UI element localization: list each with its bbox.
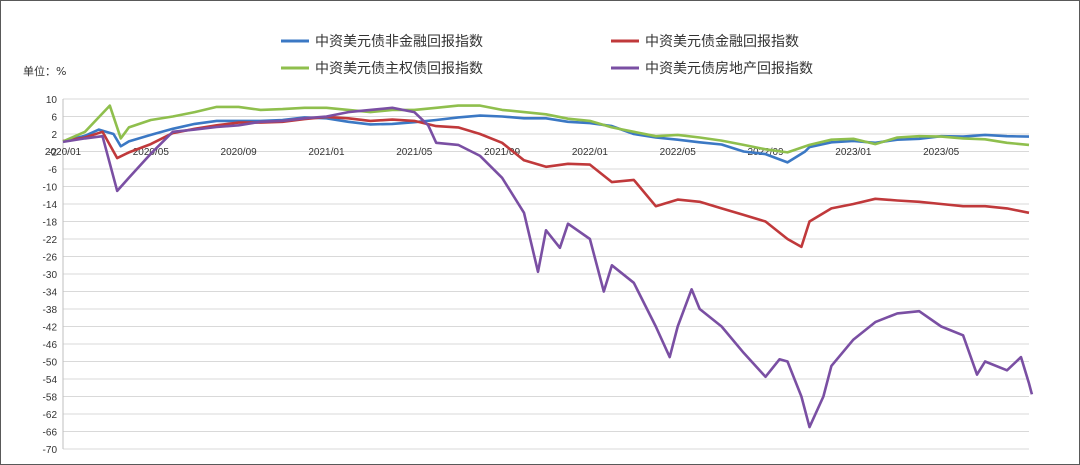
y-tick-label: -58 (43, 393, 58, 404)
y-tick-label: -26 (43, 253, 58, 264)
series-lines (62, 104, 1034, 429)
legend-item-sovereign: 中资美元债主权债回报指数 (281, 61, 483, 77)
series-line-3 (62, 106, 1034, 429)
x-tick-label: 2021/09 (484, 147, 521, 158)
x-tick-label: 2023/05 (923, 147, 960, 158)
y-tick-label: -70 (43, 445, 58, 456)
series-line-2 (62, 104, 1030, 154)
legend-label-realestate: 中资美元债房地产回报指数 (645, 61, 813, 77)
y-tick-label: 10 (46, 95, 58, 106)
x-tick-label: 2022/09 (747, 147, 784, 158)
x-tick-label: 2022/05 (660, 147, 697, 158)
y-tick-label: 6 (51, 113, 57, 124)
y-tick-label: -10 (43, 183, 58, 194)
x-axis-ticks: 2020/01 2020/05 2020/09 2021/01 2021/05 2021/… (45, 147, 960, 158)
series-line-1 (62, 115, 1030, 249)
x-tick-label: 2022/01 (572, 147, 609, 158)
series-line-0 (62, 114, 1030, 164)
y-tick-label: -46 (43, 340, 58, 351)
legend-label-nonfinancial: 中资美元债非金融回报指数 (315, 34, 483, 50)
y-tick-label: -50 (43, 358, 58, 369)
y-axis-ticks: 10 6 2 -2 -6 -10 -14 -18 -22 -26 -30 -34 -38 -42 -46 -5… (43, 95, 58, 456)
y-tick-label: -66 (43, 428, 58, 439)
y-tick-label: -62 (43, 410, 58, 421)
y-tick-label: 2 (51, 130, 57, 141)
legend-label-sovereign: 中资美元债主权债回报指数 (315, 61, 483, 77)
x-tick-label: 2020/09 (221, 147, 258, 158)
legend-item-nonfinancial: 中资美元债非金融回报指数 (281, 34, 483, 50)
y-tick-label: -22 (43, 235, 58, 246)
gridlines (62, 98, 1029, 450)
unit-label: 单位：% (23, 64, 66, 78)
legend-label-financial: 中资美元债金融回报指数 (645, 34, 799, 50)
y-tick-label: -2 (48, 148, 57, 159)
y-tick-label: -54 (43, 375, 58, 386)
y-tick-label: -6 (48, 165, 57, 176)
legend: 中资美元债非金融回报指数 中资美元债金融回报指数 中资美元债主权债回报指数 中资… (281, 34, 813, 77)
x-tick-label: 2021/05 (396, 147, 433, 158)
y-tick-label: -30 (43, 270, 58, 281)
x-tick-label: 2021/01 (308, 147, 345, 158)
y-tick-label: -18 (43, 218, 58, 229)
x-tick-label: 2020/01 (45, 147, 82, 158)
legend-item-financial: 中资美元债金融回报指数 (611, 34, 799, 50)
y-tick-label: -42 (43, 323, 58, 334)
legend-item-realestate: 中资美元债房地产回报指数 (611, 61, 813, 77)
y-tick-label: -38 (43, 305, 58, 316)
x-tick-label: 2023/01 (835, 147, 872, 158)
y-tick-label: -14 (43, 200, 58, 211)
y-tick-label: -34 (43, 288, 58, 299)
